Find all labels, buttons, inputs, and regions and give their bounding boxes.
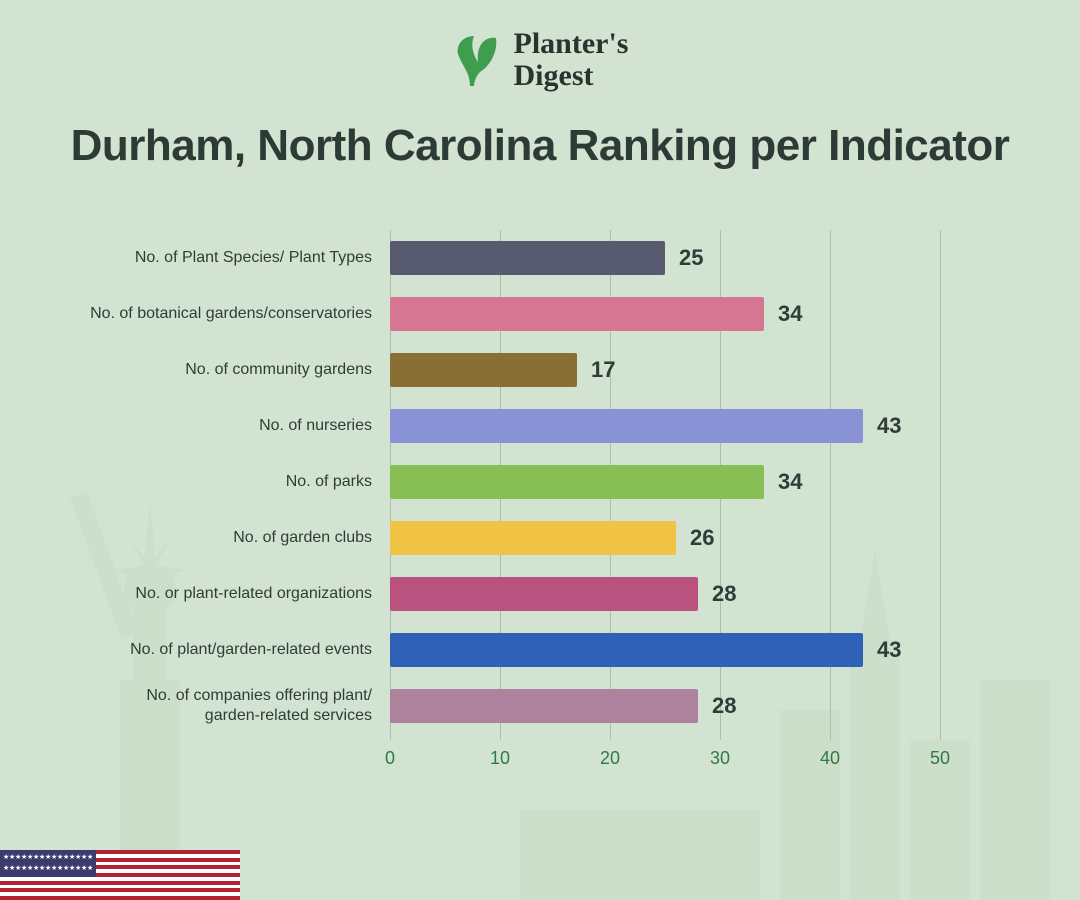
chart-title: Durham, North Carolina Ranking per Indic… [0,121,1080,171]
x-tick: 10 [490,748,510,769]
bar-label: No. or plant-related organizations [60,584,380,604]
flag-star: ★ [87,855,93,861]
bar-label: No. of nurseries [60,416,380,436]
x-tick: 0 [385,748,395,769]
bar-row: No. of garden clubs 26 [60,510,1020,566]
bar-value: 26 [690,525,714,551]
bar-label: No. of parks [60,472,380,492]
brand-line2: Digest [514,60,629,92]
flag-star: ★ [87,866,93,872]
bar-row: No. of companies offering plant/garden-r… [60,678,1020,734]
header: Planter's Digest [0,0,1080,91]
bar-row: No. of parks 34 [60,454,1020,510]
bar: 43 [390,633,863,667]
flag-canton: ★★★★★★★★★★★★★★★★★★★★★★★★★★★★★★ [0,850,96,877]
bar-lane: 43 [390,622,940,678]
bar-row: No. of community gardens 17 [60,342,1020,398]
bar-row: No. of botanical gardens/conservatories 3… [60,286,1020,342]
bar-lane: 28 [390,566,940,622]
x-tick: 50 [930,748,950,769]
bar-lane: 43 [390,398,940,454]
bar-lane: 25 [390,230,940,286]
bar: 26 [390,521,676,555]
bar-label: No. of garden clubs [60,528,380,548]
leaf-icon [452,32,500,88]
bar: 17 [390,353,577,387]
bar: 25 [390,241,665,275]
bar-row: No. of nurseries 43 [60,398,1020,454]
bar-lane: 28 [390,678,940,734]
bar-value: 17 [591,357,615,383]
bar-label: No. of Plant Species/ Plant Types [60,248,380,268]
bar-label: No. of botanical gardens/conservatories [60,304,380,324]
bar-value: 28 [712,581,736,607]
bar: 43 [390,409,863,443]
bar-lane: 26 [390,510,940,566]
brand-text: Planter's Digest [514,28,629,91]
us-flag-icon: ★★★★★★★★★★★★★★★★★★★★★★★★★★★★★★ [0,850,240,900]
bar-value: 28 [712,693,736,719]
x-tick: 20 [600,748,620,769]
bar-value: 43 [877,413,901,439]
brand-line1: Planter's [514,28,629,60]
bar-value: 43 [877,637,901,663]
bar-row: No. or plant-related organizations 28 [60,566,1020,622]
x-tick: 30 [710,748,730,769]
bar: 28 [390,689,698,723]
bar-value: 25 [679,245,703,271]
bar: 34 [390,465,764,499]
bar-value: 34 [778,469,802,495]
bars-container: No. of Plant Species/ Plant Types25No. o… [60,230,1020,740]
bar-label: No. of community gardens [60,360,380,380]
bar-lane: 34 [390,454,940,510]
bar-label: No. of plant/garden-related events [60,640,380,660]
bar-row: No. of plant/garden-related events 43 [60,622,1020,678]
bar-label: No. of companies offering plant/garden-r… [60,686,380,726]
bar: 28 [390,577,698,611]
bar-lane: 17 [390,342,940,398]
bar: 34 [390,297,764,331]
x-axis-labels: 01020304050 [390,748,940,772]
bar-row: No. of Plant Species/ Plant Types 25 [60,230,1020,286]
bar-value: 34 [778,301,802,327]
x-tick: 40 [820,748,840,769]
chart: 0 10 20 30 40 50 No. of Plant Species/ Plant … [60,230,1020,790]
bar-lane: 34 [390,286,940,342]
